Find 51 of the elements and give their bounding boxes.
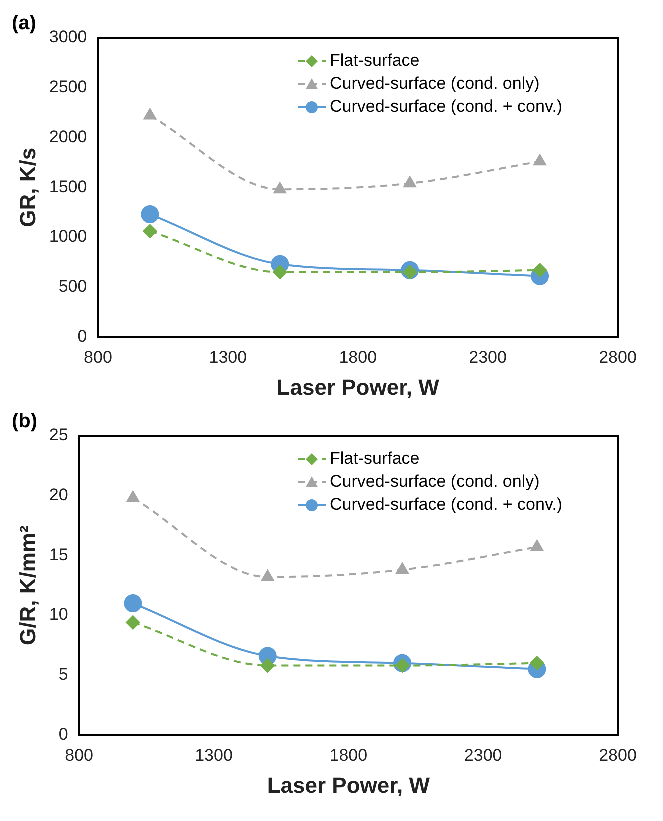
x-tick-label: 800 [84, 348, 112, 368]
point [126, 616, 140, 630]
point [531, 540, 544, 552]
legend-label: Flat-surface [330, 449, 420, 468]
y-tick-label: 20 [49, 486, 68, 505]
point [396, 563, 409, 574]
x-tick-label: 1800 [330, 746, 368, 766]
x-tick-label: 800 [65, 746, 94, 766]
y-tick-label: 1500 [49, 177, 88, 196]
chart-title: (b) [12, 410, 38, 433]
y-tick-label: 25 [49, 426, 68, 445]
y-tick-label: 1000 [49, 227, 88, 246]
x-tick-label: 2800 [599, 746, 637, 766]
y-tick-label: 10 [49, 605, 68, 624]
legend-label: Curved-surface (cond. + conv.) [330, 495, 563, 514]
y-tick-label: 2500 [49, 78, 88, 97]
point [260, 658, 275, 673]
point [144, 108, 156, 120]
x-tick-label: 2300 [464, 746, 502, 766]
x-axis-title: Laser Power, W [276, 374, 440, 400]
legend-label: Curved-surface (cond. only) [330, 472, 540, 492]
y-tick-label: 2000 [49, 127, 88, 146]
point [273, 265, 288, 280]
x-tick-label: 2800 [599, 348, 637, 368]
point [124, 594, 142, 613]
point [126, 491, 140, 502]
point [274, 182, 286, 194]
legend-label: Curved-surface (cond. only) [330, 74, 540, 94]
x-tick-label: 1300 [195, 746, 233, 766]
y-axis-title: G/R, K/mm² [15, 526, 40, 646]
point [262, 570, 274, 582]
y-tick-label: 3000 [49, 28, 88, 47]
legend-label: Curved-surface (cond. + conv.) [330, 97, 563, 116]
point [534, 154, 546, 166]
chart-title: (a) [12, 12, 36, 35]
point [530, 656, 544, 670]
x-tick-label: 2300 [469, 348, 507, 368]
y-tick-label: 15 [49, 545, 68, 564]
point [141, 206, 160, 224]
y-tick-label: 5 [58, 665, 68, 684]
x-tick-label: 1300 [209, 348, 248, 368]
x-tick-label: 1800 [339, 348, 378, 368]
point [404, 176, 416, 188]
y-tick-label: 0 [78, 326, 88, 346]
point [143, 224, 158, 238]
legend-label: Flat-surface [330, 51, 420, 70]
y-tick-label: 500 [58, 277, 88, 296]
point [533, 263, 548, 278]
y-axis-title: GR, K/s [15, 148, 40, 228]
x-axis-title: Laser Power, W [267, 772, 430, 798]
y-tick-label: 0 [58, 724, 68, 744]
